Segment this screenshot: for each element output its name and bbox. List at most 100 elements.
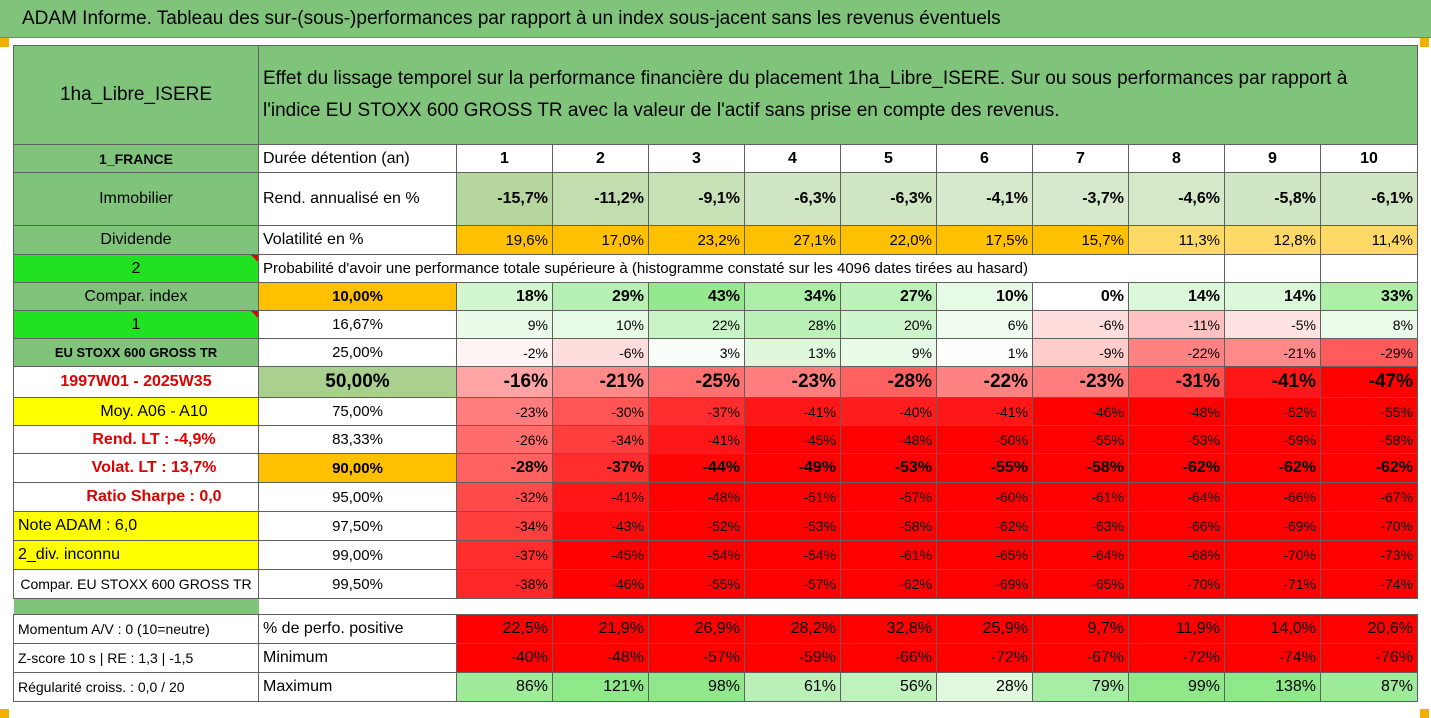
- percentile-value-9: 14%: [1224, 282, 1321, 311]
- percentile-value-4: -45%: [744, 425, 841, 454]
- percentile-value-5: 20%: [840, 310, 937, 339]
- percentile-value-3: 43%: [648, 282, 745, 311]
- percentile-value-1: -16%: [456, 366, 553, 398]
- volat-value-8: 11,3%: [1128, 225, 1225, 255]
- minimum-value-10: -76%: [1319, 643, 1419, 673]
- percentile-value-3: -25%: [648, 366, 745, 398]
- percentile-value-5: 9%: [840, 338, 937, 367]
- description-line-2: l'indice EU STOXX 600 GROSS TR avec la v…: [263, 100, 1060, 121]
- percentile-value-7: -58%: [1032, 453, 1129, 483]
- percentile-value-4: -57%: [744, 569, 841, 599]
- percentile-value-5: -57%: [840, 482, 937, 512]
- percentile-value-9: -70%: [1224, 540, 1321, 570]
- percentile-value-3: -37%: [648, 397, 745, 426]
- minimum-value-9: -74%: [1224, 643, 1321, 673]
- percentile-value-10: -55%: [1319, 397, 1419, 426]
- percentile-value-2: -45%: [552, 540, 649, 570]
- percentile-label: 99,00%: [258, 540, 457, 570]
- percentile-value-8: -48%: [1128, 397, 1225, 426]
- maximum-value-5: 56%: [840, 672, 937, 702]
- separator-blank: [259, 599, 1418, 615]
- year-header-7: 7: [1032, 144, 1129, 173]
- percentile-value-4: -54%: [744, 540, 841, 570]
- percentile-value-2: -34%: [552, 425, 649, 454]
- minimum-value-3: -57%: [648, 643, 745, 673]
- percentile-value-10: -58%: [1319, 425, 1419, 454]
- percentile-value-1: 9%: [456, 310, 553, 339]
- volat-label: Volatilité en %: [258, 225, 457, 255]
- percentile-value-5: -61%: [840, 540, 937, 570]
- percentile-value-1: -32%: [456, 482, 553, 512]
- year-header-5: 5: [840, 144, 937, 173]
- maximum-value-9: 138%: [1224, 672, 1321, 702]
- percentile-label: 97,50%: [258, 511, 457, 541]
- compar-index-cell: Compar. index: [13, 282, 259, 311]
- rend-value-9: -5,8%: [1224, 172, 1321, 226]
- volat-value-4: 27,1%: [744, 225, 841, 255]
- percentile-value-8: -66%: [1128, 511, 1225, 541]
- percentile-value-8: 14%: [1128, 282, 1225, 311]
- percentile-value-7: -63%: [1032, 511, 1129, 541]
- perf-positive-value-7: 9,7%: [1032, 614, 1129, 644]
- percentile-value-10: -47%: [1319, 366, 1419, 398]
- percentile-value-4: -41%: [744, 397, 841, 426]
- percentile-value-3: 3%: [648, 338, 745, 367]
- percentile-value-6: 10%: [936, 282, 1033, 311]
- percentile-value-2: 29%: [552, 282, 649, 311]
- rend-value-5: -6,3%: [840, 172, 937, 226]
- indicator-2-cell: 2: [13, 254, 259, 283]
- percentile-value-7: -23%: [1032, 366, 1129, 398]
- perf-positive-value-3: 26,9%: [648, 614, 745, 644]
- proba-label: Probabilité d'avoir une performance tota…: [258, 254, 1225, 283]
- percentile-value-6: -41%: [936, 397, 1033, 426]
- moy-cell: Moy. A06 - A10: [13, 397, 259, 426]
- maximum-value-1: 86%: [456, 672, 553, 702]
- percentile-value-1: -23%: [456, 397, 553, 426]
- perf-positive-value-8: 11,9%: [1128, 614, 1225, 644]
- percentile-value-1: -28%: [456, 453, 553, 483]
- percentile-value-8: -22%: [1128, 338, 1225, 367]
- percentile-value-7: -65%: [1032, 569, 1129, 599]
- percentile-value-8: -68%: [1128, 540, 1225, 570]
- percentile-value-10: 8%: [1319, 310, 1419, 339]
- volat-value-3: 23,2%: [648, 225, 745, 255]
- percentile-value-4: 13%: [744, 338, 841, 367]
- corner-marker-bottom-left: [0, 709, 9, 718]
- percentile-value-7: 0%: [1032, 282, 1129, 311]
- percentile-label: 95,00%: [258, 482, 457, 512]
- volat-value-5: 22,0%: [840, 225, 937, 255]
- corner-marker-bottom-right: [1420, 709, 1429, 718]
- percentile-value-2: -21%: [552, 366, 649, 398]
- percentile-value-9: -59%: [1224, 425, 1321, 454]
- percentile-value-8: -53%: [1128, 425, 1225, 454]
- perf-positive-value-10: 20,6%: [1319, 614, 1419, 644]
- rend-value-6: -4,1%: [936, 172, 1033, 226]
- percentile-value-2: -46%: [552, 569, 649, 599]
- maximum-label: Maximum: [258, 672, 457, 702]
- percentile-value-5: -28%: [840, 366, 937, 398]
- percentile-value-5: -58%: [840, 511, 937, 541]
- percentile-value-4: -23%: [744, 366, 841, 398]
- perf-positive-value-2: 21,9%: [552, 614, 649, 644]
- rend-lt-cell: Rend. LT : -4,9%: [13, 425, 259, 454]
- percentile-label: 83,33%: [258, 425, 457, 454]
- maximum-value-2: 121%: [552, 672, 649, 702]
- percentile-value-7: -6%: [1032, 310, 1129, 339]
- percentile-value-2: -30%: [552, 397, 649, 426]
- percentile-value-9: -62%: [1224, 453, 1321, 483]
- volat-value-7: 15,7%: [1032, 225, 1129, 255]
- percentile-value-3: -44%: [648, 453, 745, 483]
- div-cell: 2_div. inconnu: [13, 540, 259, 570]
- percentile-value-4: -53%: [744, 511, 841, 541]
- percentile-label: 16,67%: [258, 310, 457, 339]
- year-header-3: 3: [648, 144, 745, 173]
- percentile-value-5: -62%: [840, 569, 937, 599]
- minimum-value-7: -67%: [1032, 643, 1129, 673]
- corner-marker-left: [0, 38, 9, 47]
- percentile-value-1: -37%: [456, 540, 553, 570]
- report-title: ADAM Informe. Tableau des sur-(sous-)per…: [0, 0, 1431, 38]
- zscore-cell: Z-score 10 s | RE : 1,3 | -1,5: [13, 643, 259, 673]
- percentile-value-9: -5%: [1224, 310, 1321, 339]
- percentile-value-1: -34%: [456, 511, 553, 541]
- percentile-value-2: 10%: [552, 310, 649, 339]
